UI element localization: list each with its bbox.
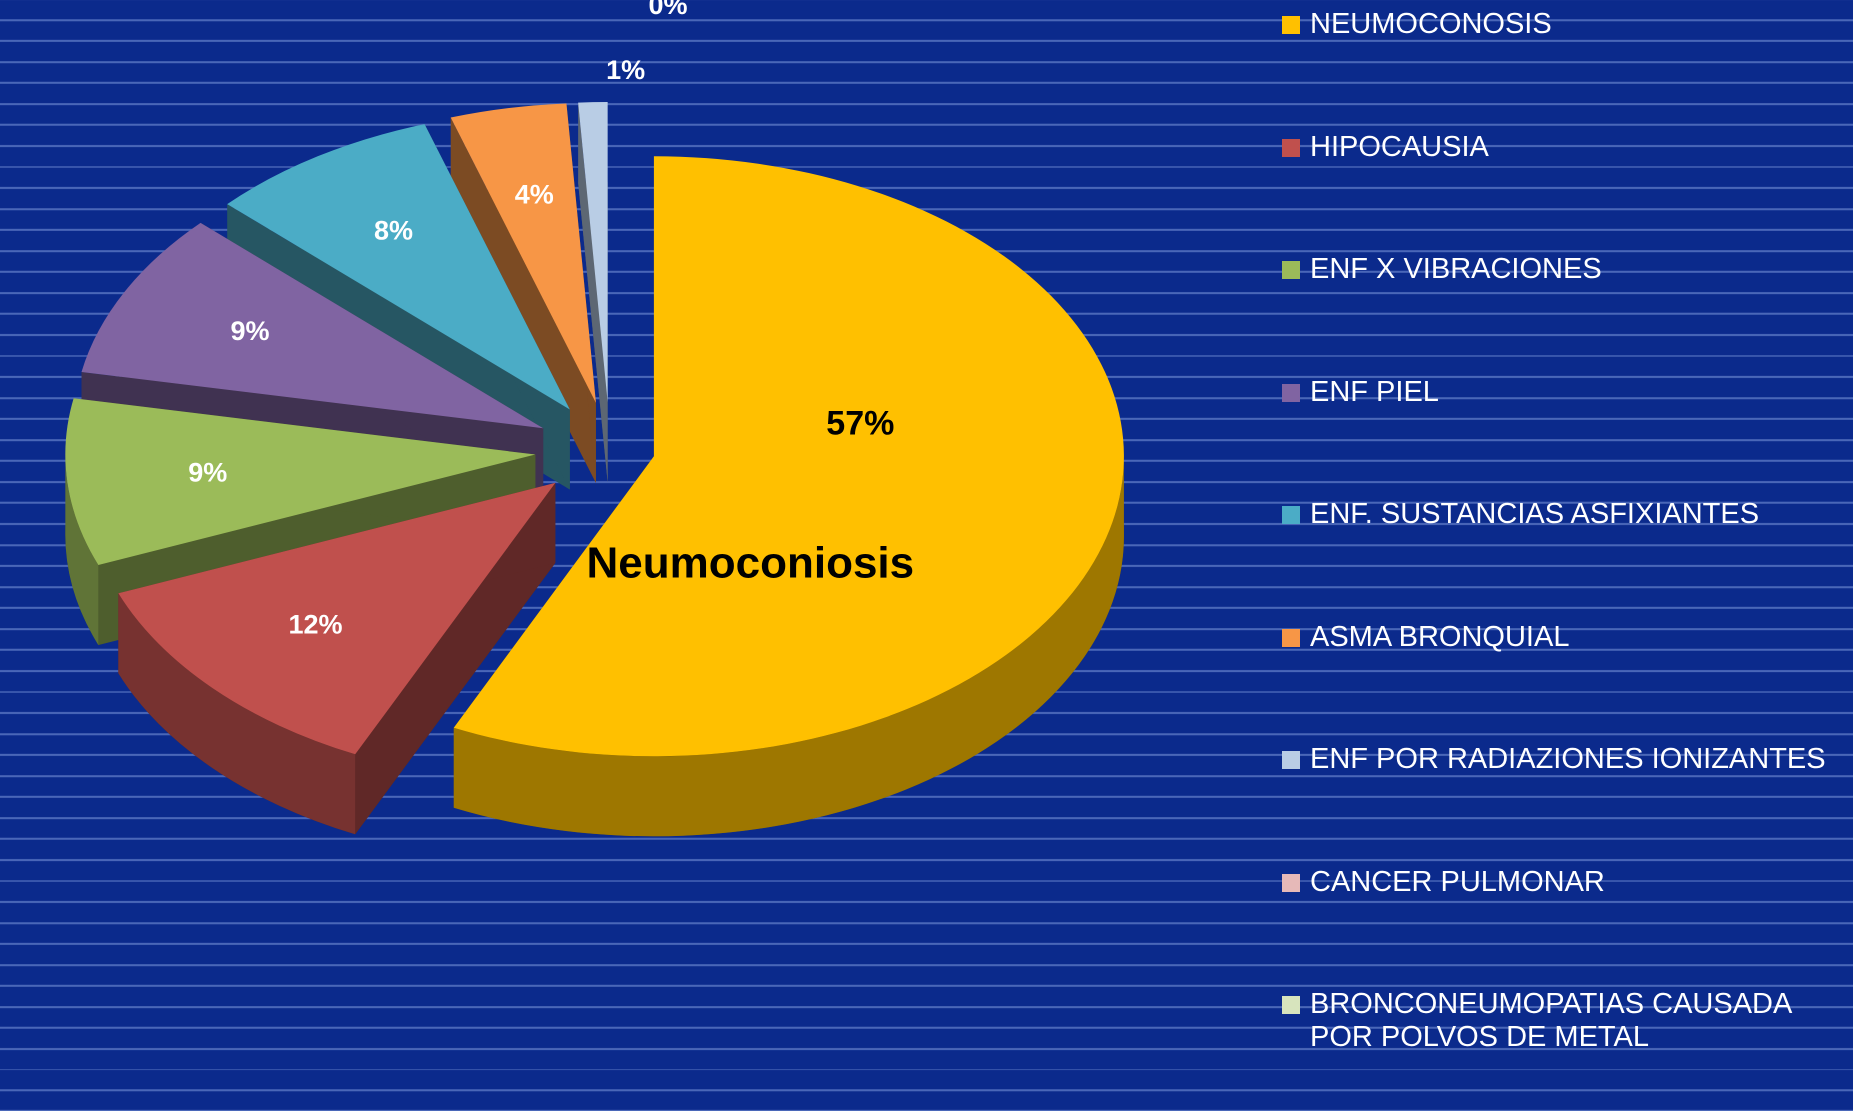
pie-slice-group [453,156,1124,837]
slice-wall [578,102,608,483]
data-label: 57% [826,405,894,443]
data-label: 4% [515,180,554,210]
pie-slice [578,102,608,403]
legend-label: ENF POR RADIAZIONES IONIZANTES [1310,743,1826,775]
legend: NEUMOCONOSIS HIPOCAUSIA ENF X VIBRACIONES E… [1282,8,1848,1111]
legend-swatch [1282,506,1300,524]
legend-label: NEUMOCONOSIS [1310,8,1552,40]
slice-side [118,593,356,835]
legend-label: ENF. SUSTANCIAS ASFIXIANTES [1310,498,1760,530]
data-label: 1% [606,55,645,85]
slice-side [453,456,1124,837]
legend-label: HIPOCAUSIA [1310,130,1489,163]
legend-item: ENF POR RADIAZIONES IONIZANTES [1282,743,1848,866]
legend-swatch [1282,628,1300,647]
legend-label: CANCER PULMONAR [1310,865,1605,898]
pie-slice-group [578,102,608,483]
legend-swatch [1282,261,1300,279]
legend-item: HIPOCAUSIA [1282,131,1848,254]
pie-slice [453,156,1124,757]
legend-label: ASMA BRONQUIAL [1310,620,1570,653]
pie-slice-group [118,482,556,835]
pie-slice [118,482,556,755]
legend-swatch [1282,138,1300,157]
data-label: 9% [188,457,227,487]
legend-label: BRONCONEUMOPATIAS CAUSADA POR POLVOS DE … [1310,988,1791,1053]
legend-swatch [1282,383,1300,402]
data-label: 12% [288,610,342,640]
legend-swatch [1282,16,1300,34]
legend-item: BRONCONEUMOPATIAS CAUSADA POR POLVOS DE … [1282,988,1848,1111]
pie-slice [65,398,536,565]
data-label: 0% [648,0,687,20]
legend-item: ENF X VIBRACIONES [1282,253,1848,376]
pie-slice [81,222,544,429]
legend-item: ENF. SUSTANCIAS ASFIXIANTES [1282,498,1848,621]
data-label: 9% [231,316,270,346]
legend-label: ENF PIEL [1310,375,1439,408]
slice-side [65,454,99,645]
legend-item: ASMA BRONQUIAL [1282,621,1848,744]
legend-swatch [1282,873,1300,892]
legend-item: CANCER PULMONAR [1282,866,1848,989]
legend-item: NEUMOCONOSIS [1282,8,1848,131]
pie-slice [227,124,570,410]
data-label: 8% [374,215,413,245]
annotation: Neumoconiosis [587,538,915,587]
legend-label: ENF X VIBRACIONES [1310,253,1602,285]
legend-swatch [1282,751,1300,769]
legend-swatch [1282,996,1300,1014]
legend-item: ENF PIEL [1282,376,1848,499]
pie-slice [450,103,596,403]
